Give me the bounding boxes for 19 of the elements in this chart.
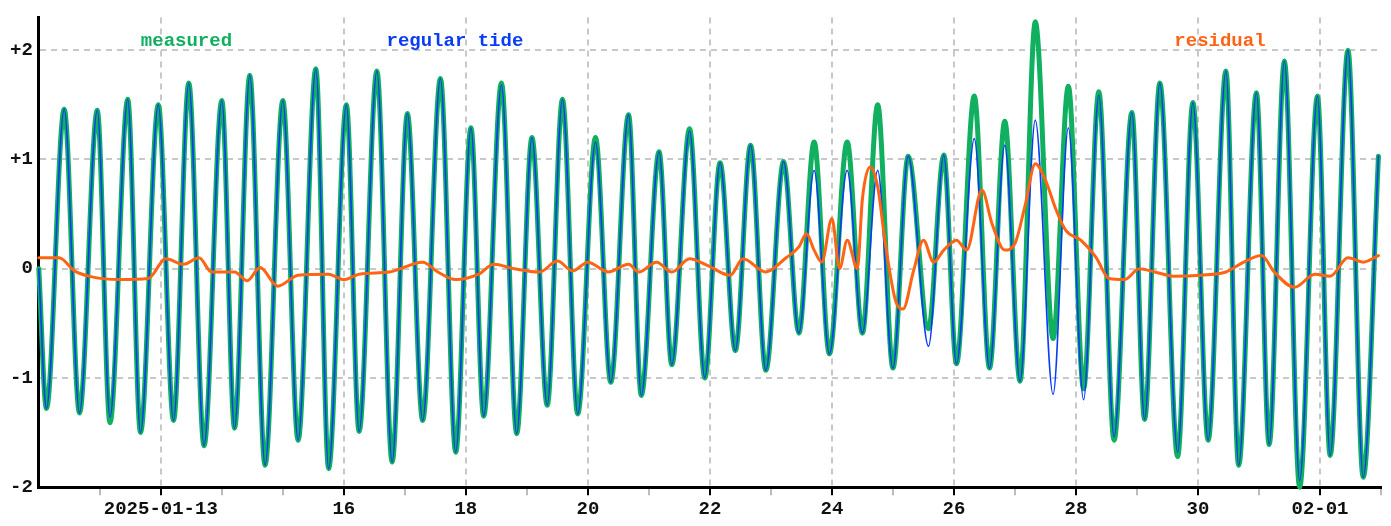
x-tick-label: 30: [1186, 498, 1210, 521]
y-tick-label: +2: [9, 38, 33, 61]
line-series: [37, 162, 1380, 311]
series-label: regular tide: [386, 30, 524, 53]
x-tick-label: 2025-01-13: [103, 498, 218, 521]
y-tick-label: +1: [9, 148, 33, 171]
text: residual: [1174, 30, 1266, 53]
y-tick-label: -2: [9, 475, 33, 498]
y-tick-label: -1: [9, 366, 33, 389]
x-tick-label: 20: [576, 498, 600, 521]
x-tick-label: 24: [820, 498, 844, 521]
x-tick-label: 18: [454, 498, 478, 521]
y-tick-label: 0: [21, 257, 33, 280]
x-tick-label: 02-01: [1291, 498, 1349, 521]
x-tick-label: 22: [698, 498, 722, 521]
x-tick-label: 28: [1064, 498, 1088, 521]
x-tick-label: 16: [332, 498, 356, 521]
series-label: measured: [140, 30, 233, 53]
x-tick-label: 26: [942, 498, 966, 521]
